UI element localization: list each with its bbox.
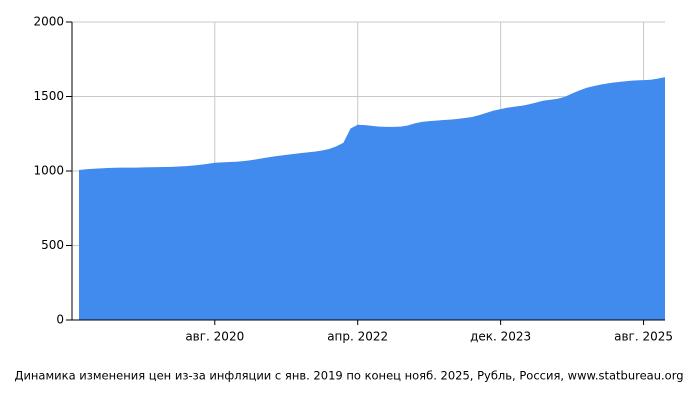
y-tick-label: 500 [41,238,64,252]
x-tick-label: авг. 2025 [614,330,673,344]
area [79,77,665,320]
y-tick-label: 0 [56,313,64,327]
x-tick-label: дек. 2023 [470,330,531,344]
y-tick-label: 1000 [33,164,64,178]
x-tick-label: апр. 2022 [327,330,388,344]
chart-caption: Динамика изменения цен из-за инфляции с … [14,369,683,383]
y-tick-label: 2000 [33,15,64,29]
x-tick-label: авг. 2020 [185,330,244,344]
y-tick-label: 1500 [33,89,64,103]
